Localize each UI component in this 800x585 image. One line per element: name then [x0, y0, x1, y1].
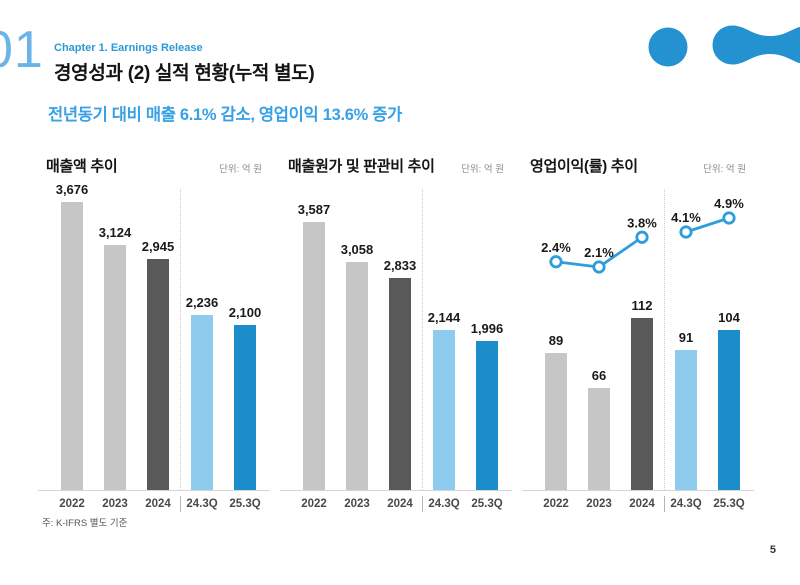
bar-2023	[104, 245, 126, 490]
x-axis-group-separator	[180, 496, 181, 512]
x-axis-label-2022: 2022	[59, 498, 85, 510]
x-axis-label-2022: 2022	[543, 498, 569, 510]
footnote: 주: K-IFRS 별도 기준	[42, 518, 128, 529]
line-segment	[685, 216, 730, 234]
bar-24.3Q	[191, 315, 213, 490]
bar-value-label: 2,144	[427, 310, 461, 325]
bar-24.3Q	[433, 330, 455, 490]
unit-label: 단위: 억 원	[703, 164, 746, 175]
bar-value-label: 1,996	[470, 321, 504, 336]
bar-value-label: 2,945	[141, 239, 175, 254]
x-axis-label-24.3Q: 24.3Q	[186, 498, 218, 510]
bar-2023	[588, 388, 610, 490]
x-axis-label-2024: 2024	[145, 498, 171, 510]
annual-quarterly-divider	[422, 189, 423, 490]
chart-head: 매출액 추이 단위: 억 원	[38, 152, 270, 176]
plot-area: 89 66 112 91 104 2.4% 2.1% 3.8% 4.1% 4.9%	[522, 185, 754, 491]
bar-value-label: 3,124	[98, 225, 132, 240]
x-axis-group-separator	[664, 496, 665, 512]
annual-quarterly-divider	[664, 189, 665, 490]
x-axis-label-25.3Q: 25.3Q	[713, 498, 745, 510]
bar-value-label: 3,676	[55, 182, 89, 197]
bar-value-label: 89	[548, 333, 564, 348]
plot-area: 3,676 3,124 2,945 2,236 2,100	[38, 182, 270, 491]
page-number: 5	[769, 544, 776, 556]
bar-2024	[389, 278, 411, 490]
company-logo-icon	[648, 25, 800, 67]
bar-2022	[303, 222, 325, 490]
plot-area: 3,587 3,058 2,833 2,144 1,996	[280, 185, 512, 491]
x-axis-labels: 2022 2023 2024 24.3Q 25.3Q	[522, 491, 754, 517]
x-axis-label-2023: 2023	[586, 498, 612, 510]
bar-value-label: 3,058	[340, 242, 374, 257]
bar-value-label: 66	[591, 368, 607, 383]
x-axis-label-2023: 2023	[344, 498, 370, 510]
bar-24.3Q	[675, 350, 697, 490]
chart-title: 영업이익(률) 추이	[530, 158, 638, 175]
bar-2022	[61, 202, 83, 490]
unit-label: 단위: 억 원	[461, 164, 504, 175]
bar-value-label: 2,833	[383, 258, 417, 273]
bar-value-label: 2,236	[185, 295, 219, 310]
line-segment	[555, 236, 643, 269]
line-value-label: 4.1%	[671, 210, 701, 225]
bar-2024	[147, 259, 169, 490]
annual-quarterly-divider	[180, 189, 181, 490]
x-axis-label-25.3Q: 25.3Q	[229, 498, 261, 510]
line-value-label: 4.9%	[714, 196, 744, 211]
header: Chapter 1. Earnings Release 경영성과 (2) 실적 …	[54, 42, 315, 85]
chart-cogs-sga: 매출원가 및 판관비 추이 단위: 억 원 3,587 3,058 2,833 2,1…	[280, 152, 512, 524]
bar-25.3Q	[718, 330, 740, 490]
line-marker	[549, 255, 563, 269]
bar-value-label: 2,100	[228, 305, 262, 320]
line-marker	[679, 225, 693, 239]
x-axis-labels: 2022 2023 2024 24.3Q 25.3Q	[280, 491, 512, 517]
line-value-label: 2.4%	[541, 240, 571, 255]
line-value-label: 2.1%	[584, 245, 614, 260]
bar-25.3Q	[234, 325, 256, 490]
x-axis-label-2024: 2024	[629, 498, 655, 510]
chart-operating-profit: 영업이익(률) 추이 단위: 억 원 89 66 112 91 104 2.4% 2.1% 3…	[522, 152, 754, 524]
bar-value-label: 112	[631, 298, 653, 313]
page-title: 경영성과 (2) 실적 현황(누적 별도)	[54, 63, 315, 84]
line-marker	[592, 260, 606, 274]
x-axis-label-24.3Q: 24.3Q	[428, 498, 460, 510]
chart-head: 영업이익(률) 추이 단위: 억 원	[522, 152, 754, 176]
x-axis-label-2024: 2024	[387, 498, 413, 510]
x-axis-label-24.3Q: 24.3Q	[670, 498, 702, 510]
x-axis-label-2022: 2022	[301, 498, 327, 510]
chapter-label: Chapter 1. Earnings Release	[54, 42, 203, 54]
chapter-number: 01	[0, 21, 44, 79]
bar-value-label: 104	[718, 310, 740, 325]
line-marker	[635, 230, 649, 244]
chart-title: 매출액 추이	[46, 158, 118, 175]
bar-25.3Q	[476, 341, 498, 490]
chart-revenue: 매출액 추이 단위: 억 원 3,676 3,124 2,945 2,236 2,100…	[38, 152, 270, 524]
x-axis-label-2023: 2023	[102, 498, 128, 510]
bar-value-label: 91	[678, 330, 694, 345]
x-axis-labels: 2022 2023 2024 24.3Q 25.3Q	[38, 491, 270, 517]
bar-value-label: 3,587	[297, 202, 331, 217]
subtitle: 전년동기 대비 매출 6.1% 감소, 영업이익 13.6% 증가	[48, 106, 403, 124]
chart-head: 매출원가 및 판관비 추이 단위: 억 원	[280, 152, 512, 176]
bar-2024	[631, 318, 653, 490]
unit-label: 단위: 억 원	[219, 164, 262, 175]
bar-2023	[346, 262, 368, 490]
line-marker	[722, 211, 736, 225]
chart-title: 매출원가 및 판관비 추이	[288, 158, 435, 175]
x-axis-label-25.3Q: 25.3Q	[471, 498, 503, 510]
bar-2022	[545, 353, 567, 490]
line-value-label: 3.8%	[627, 215, 657, 230]
x-axis-group-separator	[422, 496, 423, 512]
